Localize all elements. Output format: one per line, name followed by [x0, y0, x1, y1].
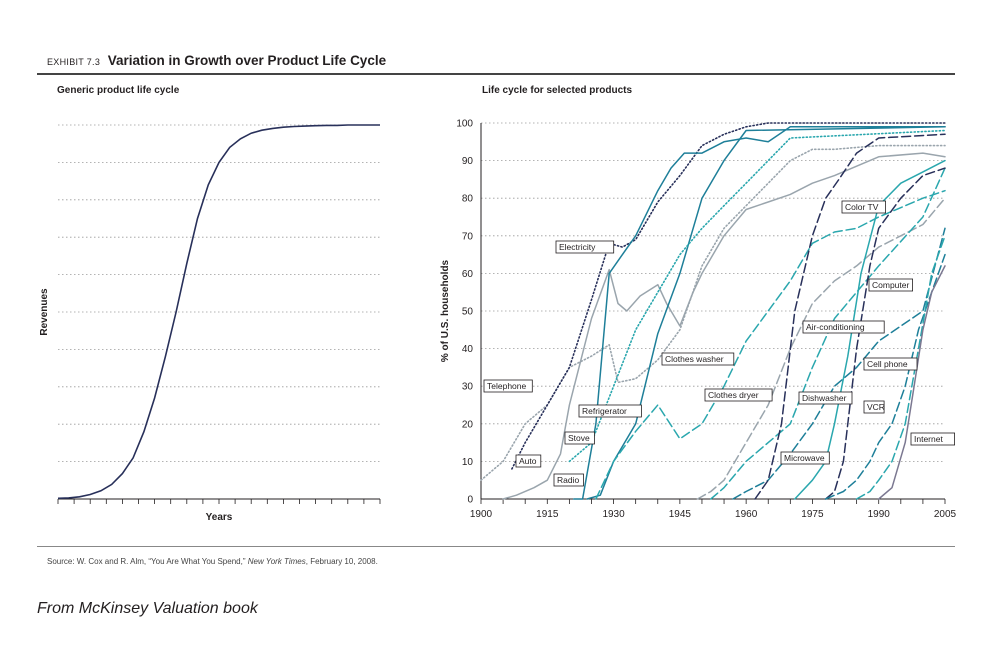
- label-clothes-dryer: Clothes dryer: [704, 388, 773, 402]
- series-clothes-washer: [595, 189, 946, 500]
- exhibit-title: EXHIBIT 7.3 Variation in Growth over Pro…: [47, 53, 386, 68]
- svg-text:Color TV: Color TV: [845, 202, 879, 212]
- right-y-tick-label: 100: [456, 119, 473, 130]
- svg-text:Computer: Computer: [872, 280, 909, 290]
- series-color-tv: [754, 133, 946, 500]
- source-suffix: , February 10, 2008.: [305, 557, 378, 566]
- product-series: [480, 122, 946, 500]
- right-y-tick-label: 10: [462, 457, 474, 468]
- right-y-tick-label: 0: [467, 495, 473, 506]
- right-x-ticks: 1900 1915 1930 1945 1960 1975 1990 2005: [470, 499, 957, 520]
- right-x-tick-label: 1975: [801, 509, 824, 520]
- right-y-tick-label: 30: [462, 382, 474, 393]
- right-y-tick-label: 40: [462, 344, 474, 355]
- left-y-axis-label: Revenues: [39, 288, 50, 336]
- label-auto: Auto: [515, 454, 542, 468]
- svg-text:Clothes dryer: Clothes dryer: [708, 390, 759, 400]
- right-x-tick-label: 2005: [934, 509, 957, 520]
- exhibit-number: EXHIBIT 7.3: [47, 57, 101, 67]
- exhibit-main-title: Variation in Growth over Product Life Cy…: [107, 53, 387, 68]
- svg-text:Stove: Stove: [568, 433, 590, 443]
- label-microwave: Microwave: [780, 451, 830, 465]
- series-cell-phone: [855, 235, 946, 500]
- right-y-tick-label: 20: [462, 419, 474, 430]
- label-air-conditioning: Air-conditioning: [802, 320, 885, 334]
- label-computer: Computer: [868, 278, 913, 292]
- right-y-ticks: 0 10 20 30 40 50 60 70 80 90 100: [456, 119, 473, 506]
- left-x-axis-label: Years: [206, 512, 233, 523]
- series-telephone: [480, 144, 946, 481]
- product-labels: Telephone Electricity Auto Radio Refrigerato…: [483, 200, 955, 487]
- right-x-tick-label: 1900: [470, 509, 493, 520]
- right-y-tick-label: 90: [462, 156, 474, 167]
- right-y-tick-label: 50: [462, 307, 474, 318]
- series-electricity: [511, 122, 946, 470]
- label-clothes-washer: Clothes washer: [661, 352, 735, 366]
- svg-text:Cell phone: Cell phone: [867, 359, 908, 369]
- series-radio: [573, 126, 946, 500]
- series-vcr: [824, 167, 946, 500]
- svg-text:Auto: Auto: [519, 456, 537, 466]
- series-refrigerator: [586, 126, 946, 500]
- svg-text:Radio: Radio: [557, 475, 579, 485]
- left-panel-title: Generic product life cycle: [57, 85, 180, 96]
- series-microwave: [794, 159, 946, 500]
- right-y-tick-label: 70: [462, 231, 474, 242]
- label-radio: Radio: [553, 473, 584, 487]
- series-internet: [877, 265, 946, 500]
- label-dishwasher: Dishwasher: [798, 391, 853, 405]
- right-x-tick-label: 1990: [868, 509, 891, 520]
- series-auto: [502, 152, 946, 500]
- label-stove: Stove: [564, 431, 595, 445]
- label-electricity: Electricity: [555, 240, 615, 254]
- series-stove: [568, 129, 946, 463]
- source-prefix: Source: W. Cox and R. Alm, “You Are What…: [47, 557, 246, 566]
- right-x-tick-label: 1960: [735, 509, 758, 520]
- label-refrigerator: Refrigerator: [578, 404, 642, 418]
- bottom-rule: [37, 546, 955, 547]
- left-grid: [58, 124, 380, 463]
- source-publication: New York Times: [247, 557, 306, 566]
- label-color-tv: Color TV: [841, 200, 886, 214]
- right-y-tick-label: 80: [462, 194, 474, 205]
- generic-life-cycle-chart: Years Revenues: [39, 124, 381, 523]
- left-x-ticks: [57, 499, 381, 504]
- right-x-tick-label: 1915: [536, 509, 559, 520]
- svg-text:Dishwasher: Dishwasher: [802, 393, 847, 403]
- svg-text:Refrigerator: Refrigerator: [582, 406, 627, 416]
- svg-text:Telephone: Telephone: [487, 381, 527, 391]
- series-computer: [824, 253, 946, 500]
- svg-text:Microwave: Microwave: [784, 453, 825, 463]
- right-x-tick-label: 1945: [669, 509, 692, 520]
- label-cell-phone: Cell phone: [863, 357, 918, 371]
- top-rule: [37, 73, 955, 75]
- series-dishwasher: [732, 227, 946, 500]
- svg-text:Electricity: Electricity: [559, 242, 596, 252]
- label-vcr: VCR: [863, 400, 885, 414]
- caption: From McKinsey Valuation book: [37, 600, 258, 617]
- label-telephone: Telephone: [483, 379, 533, 393]
- generic-curve: [57, 124, 380, 500]
- svg-text:Clothes washer: Clothes washer: [665, 354, 724, 364]
- label-internet: Internet: [910, 432, 955, 446]
- selected-products-chart: 1900 1915 1930 1945 1960 1975 1990 2005 0 10 20 30…: [440, 119, 957, 521]
- right-y-axis-label: % of U.S. households: [440, 259, 451, 362]
- right-panel-title: Life cycle for selected products: [482, 85, 633, 96]
- right-x-tick-label: 1930: [602, 509, 625, 520]
- series-clothes-dryer: [696, 197, 946, 500]
- source-note: Source: W. Cox and R. Alm, “You Are What…: [47, 557, 378, 566]
- right-y-tick-label: 60: [462, 269, 474, 280]
- svg-text:Internet: Internet: [914, 434, 943, 444]
- svg-text:VCR: VCR: [867, 402, 885, 412]
- series-air-conditioning: [710, 167, 946, 500]
- svg-text:Air-conditioning: Air-conditioning: [806, 322, 865, 332]
